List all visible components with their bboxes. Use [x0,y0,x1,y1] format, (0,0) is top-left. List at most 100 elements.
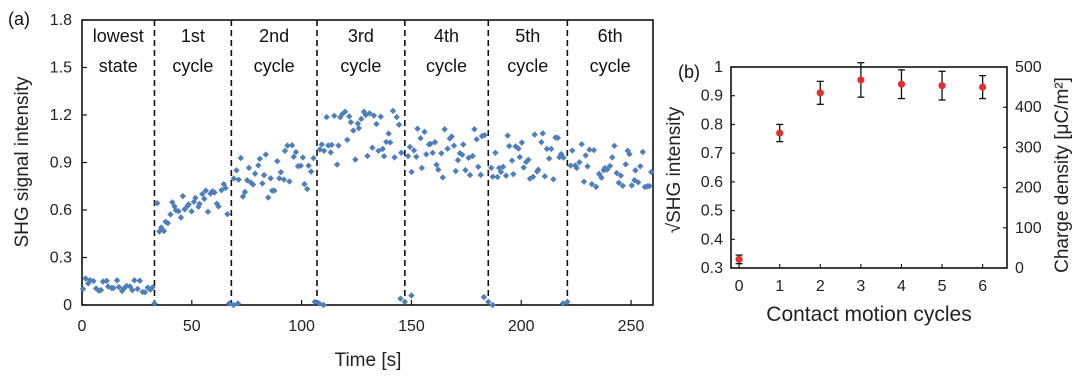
shg-point [598,174,605,181]
shg-point [147,286,154,293]
charge-point [857,76,865,84]
shg-point [622,161,629,168]
shg-point [439,174,447,181]
shg-point [337,113,344,121]
shg-point [90,277,97,285]
shg-point [438,150,445,157]
shg-point [386,139,394,146]
shg-point [639,148,646,156]
shg-point [557,150,565,158]
left-y-tick-label: 0.5 [701,203,723,220]
shg-point [224,210,231,218]
shg-point [195,203,202,210]
cycle-label-line1: 6th [598,26,623,46]
shg-point [600,167,607,174]
shg-point [370,112,378,119]
shg-point [169,199,176,206]
shg-point [481,131,488,139]
shg-point [543,145,551,153]
shg-point [196,200,203,207]
shg-point [502,172,510,179]
shg-point-zero [225,300,233,307]
left-y-tick-label: 0.9 [701,88,723,105]
shg-point [538,138,545,146]
panel-b-x-axis-title: Contact motion cycles [766,303,971,326]
charge-point [816,89,824,97]
shg-point [525,156,532,163]
shg-point [160,227,168,235]
panel-b-right-y-ticks: 0 100 200 300 400 500 [1003,59,1042,277]
shg-point [211,189,218,196]
right-y-tick-label: 400 [1015,99,1042,116]
shg-point [149,284,156,291]
shg-point [619,182,627,189]
shg-point-zero [564,298,571,306]
shg-point [202,187,210,194]
shg-point [477,171,484,179]
panel-b-x-ticks: 0 1 2 3 4 5 6 [735,264,987,295]
shg-point [586,146,593,153]
shg-point [504,132,511,139]
panel-b-right-y-axis-title: Charge density [μC/m²] [1052,77,1073,273]
shg-point [162,218,169,225]
shg-point [323,113,330,121]
shg-point [475,163,482,171]
y-tick-label: 1.5 [50,60,72,77]
panel-b-left-y-ticks: 0.3 0.4 0.5 0.6 0.7 0.8 0.9 1 [701,59,735,277]
right-y-tick-label: 200 [1015,180,1042,197]
shg-point [469,152,476,160]
shg-point [606,162,614,170]
shg-point [233,167,240,174]
charge-point [897,80,906,88]
cycle-label-line2: cycle [590,56,631,76]
charge-point [938,82,946,90]
shg-point [331,112,338,119]
shg-point [110,284,117,292]
panel-a-chart: (a) lowest state 1st cycle 2nd cycle 3rd cycle 4… [8,9,655,371]
shg-point [327,149,334,156]
shg-point [134,285,141,293]
shg-point [460,141,467,148]
shg-point [531,131,538,138]
shg-point [369,144,376,151]
shg-point [590,146,598,154]
shg-point [241,188,249,196]
shg-point [341,108,349,115]
shg-point [97,286,105,294]
charge-point [735,255,743,263]
panel-a-x-ticks: 0 50 100 150 200 250 [78,300,645,335]
shg-point [418,164,426,172]
charge-point [776,129,784,137]
shg-point [414,125,421,132]
shg-point [120,285,127,292]
right-y-tick-label: 100 [1015,220,1042,237]
cycle-label-line1: 5th [515,26,540,46]
shg-point [609,154,616,161]
shg-point-zero [320,301,327,309]
y-tick-label: 0.3 [50,250,72,267]
shg-point [410,147,418,154]
left-y-tick-label: 0.3 [701,260,723,277]
x-tick-label: 50 [183,318,201,335]
shg-point [373,120,380,128]
shg-point [154,200,161,207]
shg-point [637,163,644,170]
x-tick-label: 250 [618,318,645,335]
shg-point [522,158,530,166]
shg-point [613,169,620,177]
shg-point [276,175,283,182]
shg-point [435,166,442,173]
shg-point [185,201,192,208]
shg-point [277,168,285,176]
shg-point [497,168,505,176]
b-x-tick-label: 2 [816,278,825,295]
shg-point [380,153,388,160]
shg-point [364,152,371,160]
b-x-tick-label: 1 [775,278,784,295]
shg-point [539,130,546,137]
shg-point [377,113,384,120]
shg-point [545,155,553,162]
shg-point [131,277,138,284]
shg-point [398,149,405,156]
left-y-tick-label: 1 [714,59,723,76]
